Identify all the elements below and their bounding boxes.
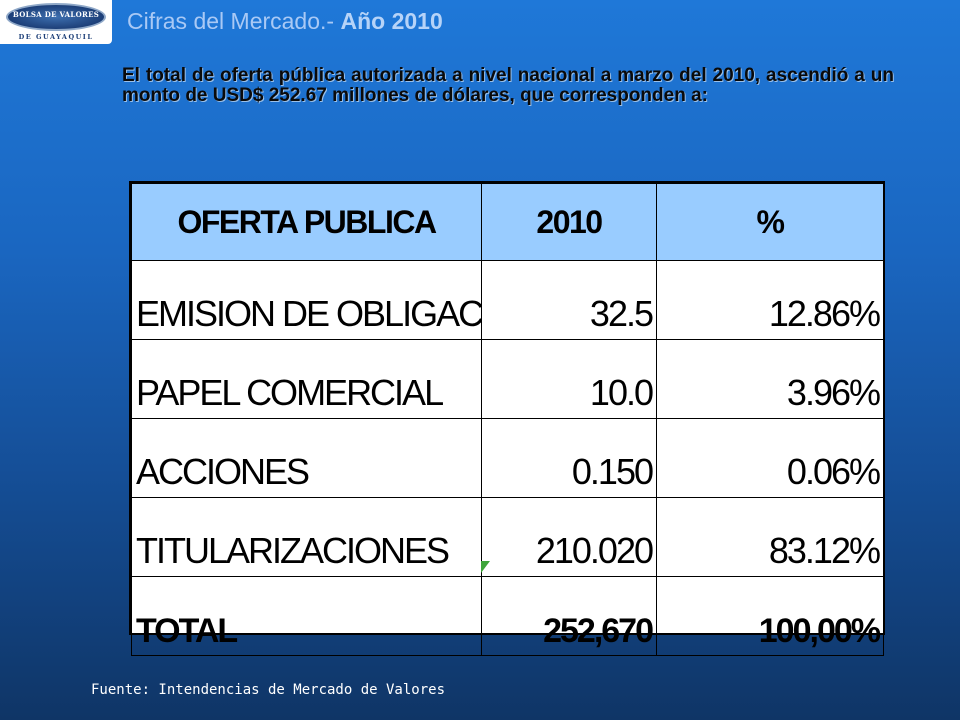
row-percent: 0.06% bbox=[656, 418, 884, 498]
green-triangle-marker bbox=[481, 561, 490, 573]
slide-title: Cifras del Mercado.- Año 2010 bbox=[127, 8, 443, 35]
logo-oval-emblem bbox=[6, 3, 106, 31]
logo-subtext: DE GUAYAQUIL bbox=[18, 33, 94, 41]
slide-title-year: Año 2010 bbox=[340, 8, 443, 34]
row-name: PAPEL COMERCIAL bbox=[131, 339, 482, 419]
header-oferta-publica: OFERTA PUBLICA bbox=[131, 183, 482, 261]
row-percent: 12.86% bbox=[656, 260, 884, 340]
logo-text: BOLSA DE VALORES bbox=[12, 10, 100, 19]
row-name: ACCIONES bbox=[131, 418, 482, 498]
row-percent: 3.96% bbox=[656, 339, 884, 419]
table-total-row: TOTAL 252,670 100,00% bbox=[131, 576, 884, 656]
offer-table-container: OFERTA PUBLICA 2010 % EMISION DE OBLIGAC… bbox=[129, 181, 885, 656]
table-row: ACCIONES 0.150 0.06% bbox=[131, 418, 884, 498]
row-value: 0.150 bbox=[481, 418, 657, 498]
header-percent: % bbox=[656, 183, 884, 261]
intro-paragraph: El total de oferta pública autorizada a … bbox=[122, 65, 894, 106]
table-row: PAPEL COMERCIAL 10.0 3.96% bbox=[131, 339, 884, 419]
total-percent: 100,00% bbox=[656, 576, 884, 656]
table-row: TITULARIZACIONES 210.020 83.12% bbox=[131, 497, 884, 577]
total-name: TOTAL bbox=[131, 576, 482, 656]
row-value: 32.5 bbox=[481, 260, 657, 340]
table-row: EMISION DE OBLIGACIONES 32.5 12.86% bbox=[131, 260, 884, 340]
row-name: TITULARIZACIONES bbox=[131, 497, 482, 577]
row-percent: 83.12% bbox=[656, 497, 884, 577]
table-header-row: OFERTA PUBLICA 2010 % bbox=[131, 183, 884, 261]
slide-title-main: Cifras del Mercado.- bbox=[127, 8, 341, 34]
total-value: 252,670 bbox=[481, 576, 657, 656]
source-footnote: Fuente: Intendencias de Mercado de Valor… bbox=[91, 682, 446, 698]
row-name: EMISION DE OBLIGACIONES bbox=[131, 260, 482, 340]
bolsa-logo: BOLSA DE VALORES DE GUAYAQUIL bbox=[0, 0, 112, 44]
row-value: 210.020 bbox=[481, 497, 657, 577]
offer-table: OFERTA PUBLICA 2010 % EMISION DE OBLIGAC… bbox=[131, 183, 884, 656]
row-value: 10.0 bbox=[481, 339, 657, 419]
header-year: 2010 bbox=[481, 183, 657, 261]
